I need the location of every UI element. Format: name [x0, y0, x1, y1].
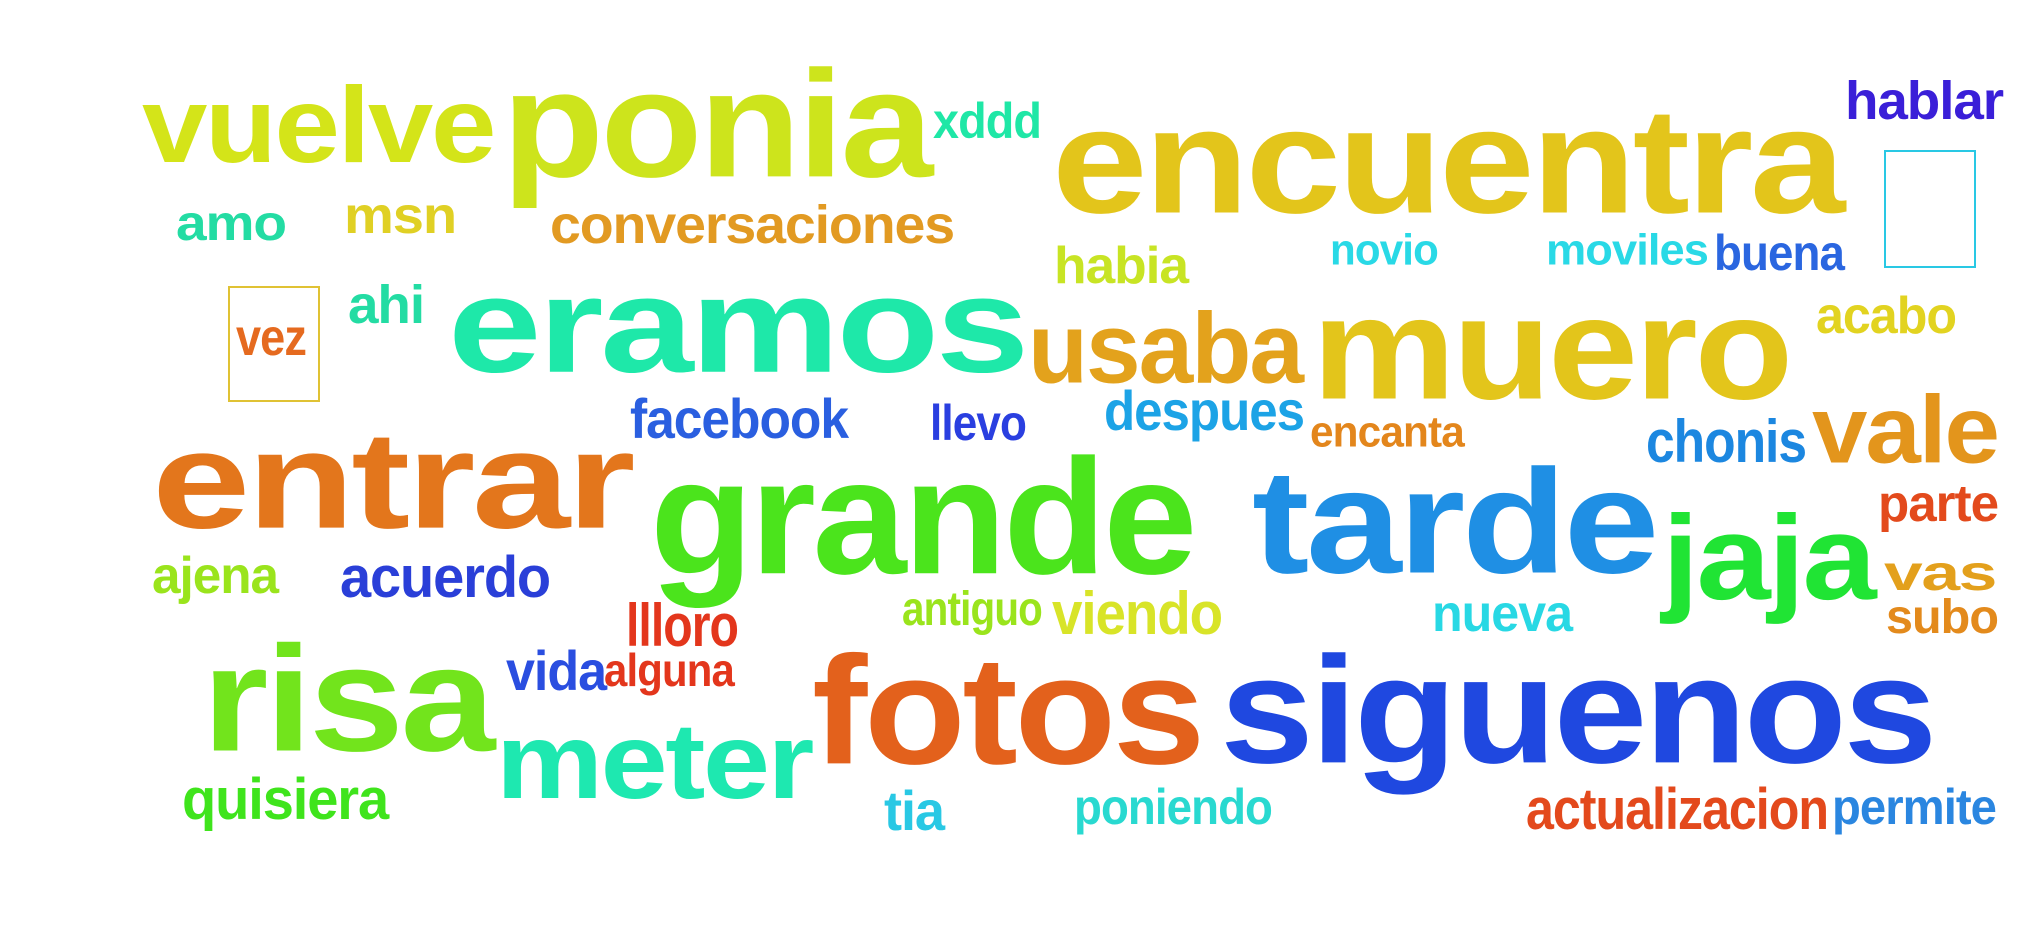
word-grande: grande: [650, 426, 1197, 609]
word-actualizacion: actualizacion: [1526, 776, 1829, 842]
word-vas: vas: [1884, 545, 1997, 601]
word-quisiera: quisiera: [182, 766, 389, 832]
word-acabo: acabo: [1816, 287, 1957, 345]
word-lloro: llloro: [626, 592, 739, 659]
word-jaja: jaja: [1662, 490, 1877, 625]
word-fotos: fotos: [812, 625, 1205, 797]
word-siguenos: siguenos: [1220, 625, 1937, 795]
word-meter: meter: [496, 701, 814, 822]
word-encanta: encanta: [1310, 406, 1465, 457]
word-ajena: ajena: [152, 547, 279, 605]
word-usaba: usaba: [1028, 292, 1304, 404]
word-encuentra: encuentra: [1052, 77, 1845, 245]
word-habia: habia: [1054, 237, 1189, 295]
word-viendo: viendo: [1052, 580, 1223, 647]
word-poniendo: poniendo: [1074, 779, 1273, 835]
word-hablar: hablar: [1845, 70, 2004, 131]
word-xddd: xddd: [933, 93, 1042, 149]
word-acuerdo: acuerdo: [340, 544, 551, 610]
word-conversaciones: conversaciones: [550, 194, 955, 255]
word-vida: vida: [506, 640, 607, 703]
word-buena: buena: [1714, 225, 1845, 281]
word-llevo: llevo: [930, 395, 1027, 451]
word-parte: parte: [1878, 475, 1999, 533]
word-risa: risa: [202, 615, 495, 783]
word-novio: novio: [1330, 224, 1439, 275]
word-amo: amo: [176, 195, 287, 251]
word-alguna: alguna: [604, 645, 735, 697]
word-antiguo: antiguo: [902, 583, 1043, 637]
word-permite: permite: [1832, 779, 1997, 835]
word-nueva: nueva: [1432, 585, 1573, 643]
word-despues: despues: [1104, 380, 1305, 443]
vez-box: [228, 286, 320, 402]
word-muero: muero: [1312, 266, 1793, 430]
word-moviles: moviles: [1546, 224, 1709, 275]
word-eramos: eramos: [448, 249, 1029, 402]
word-tarde: tarde: [1252, 438, 1659, 604]
word-ahi: ahi: [348, 274, 425, 335]
word-ponia: ponia: [502, 39, 933, 209]
cyan-box: [1884, 150, 1976, 268]
word-chonis: chonis: [1646, 408, 1807, 475]
word-entrar: entrar: [152, 403, 636, 558]
word-vuelve: vuelve: [142, 65, 496, 186]
word-vale: vale: [1812, 375, 2000, 483]
word-subo: subo: [1886, 591, 1999, 645]
word-facebook: facebook: [630, 388, 849, 451]
word-msn: msn: [344, 187, 457, 245]
word-vez: vez: [236, 309, 307, 367]
word-tia: tia: [884, 780, 945, 843]
